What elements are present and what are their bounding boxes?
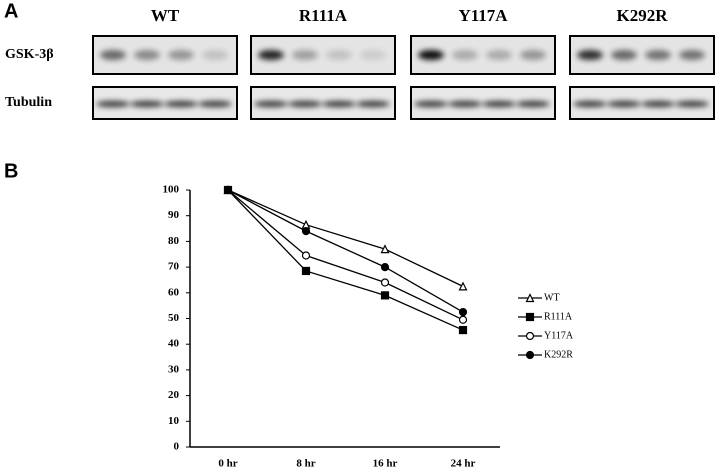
y-tick-label: 90 — [168, 209, 180, 221]
panel-label: B — [4, 160, 18, 182]
band — [520, 50, 546, 60]
lane-label: WT — [151, 6, 180, 25]
band — [258, 50, 284, 60]
band — [100, 50, 126, 60]
band — [326, 50, 352, 60]
marker — [301, 266, 311, 276]
legend-label: WT — [544, 292, 560, 303]
y-tick-label: 20 — [168, 389, 180, 401]
band — [414, 101, 448, 107]
y-tick-label: 60 — [168, 286, 180, 298]
legend-label: Y117A — [544, 330, 574, 341]
marker — [458, 307, 468, 317]
band — [164, 101, 198, 107]
lane-label: R111A — [299, 6, 348, 25]
marker — [301, 251, 311, 260]
chart: 0 10 20 30 40 50 60 70 80 90 100 0 hr 8 hr 16 hr 24 hr… — [163, 184, 574, 470]
band — [288, 101, 322, 107]
legend-marker — [525, 312, 535, 322]
y-tick-label: 50 — [168, 312, 180, 324]
marker — [380, 244, 390, 254]
y-tick-label: 30 — [168, 363, 180, 375]
series-line — [227, 189, 464, 321]
marker — [458, 315, 468, 324]
band — [482, 101, 516, 107]
band — [577, 50, 603, 60]
band — [645, 50, 671, 60]
band — [452, 50, 478, 60]
band — [516, 101, 550, 107]
y-tick-label: 40 — [168, 338, 180, 350]
band — [322, 101, 356, 107]
band — [448, 101, 482, 107]
y-tick-label: 100 — [163, 184, 180, 196]
band — [675, 101, 709, 107]
lane-label: Y117A — [458, 6, 508, 25]
band — [96, 101, 130, 107]
band — [202, 50, 228, 60]
band — [641, 101, 675, 107]
legend-label: R111A — [544, 311, 573, 322]
x-tick-label: 8 hr — [296, 458, 315, 470]
y-tick-label: 0 — [174, 441, 180, 453]
band — [611, 50, 637, 60]
band — [573, 101, 607, 107]
marker — [458, 325, 468, 335]
marker — [380, 291, 390, 300]
x-tick-label: 0 hr — [218, 458, 237, 470]
band — [418, 50, 444, 60]
band — [486, 50, 512, 60]
legend-marker — [525, 331, 535, 341]
x-tick-label: 24 hr — [451, 458, 476, 470]
y-tick-label: 80 — [168, 235, 180, 247]
y-tick-label: 70 — [168, 261, 180, 273]
band — [198, 101, 232, 107]
marker — [380, 263, 390, 272]
marker — [380, 278, 390, 287]
series-line — [227, 189, 464, 287]
band — [356, 101, 390, 107]
series-line — [227, 189, 464, 313]
x-tick-label: 16 hr — [373, 458, 398, 470]
row-label: GSK-3β — [5, 47, 54, 62]
row-label: Tubulin — [5, 95, 52, 110]
band — [607, 101, 641, 107]
marker — [458, 281, 468, 291]
series-line — [227, 189, 464, 331]
band — [130, 101, 164, 107]
legend-marker — [525, 293, 535, 303]
marker — [223, 185, 233, 195]
blots: WT R111A Y117A K292R — [92, 6, 715, 120]
panel-label: A — [4, 0, 18, 22]
y-tick-label: 10 — [168, 415, 180, 427]
lane-label: K292R — [617, 6, 669, 25]
band — [360, 50, 386, 60]
band — [292, 50, 318, 60]
band — [679, 50, 705, 60]
legend-marker — [525, 350, 535, 360]
marker — [301, 227, 311, 236]
band — [168, 50, 194, 60]
band — [134, 50, 160, 60]
legend-label: K292R — [544, 349, 573, 360]
band — [254, 101, 288, 107]
